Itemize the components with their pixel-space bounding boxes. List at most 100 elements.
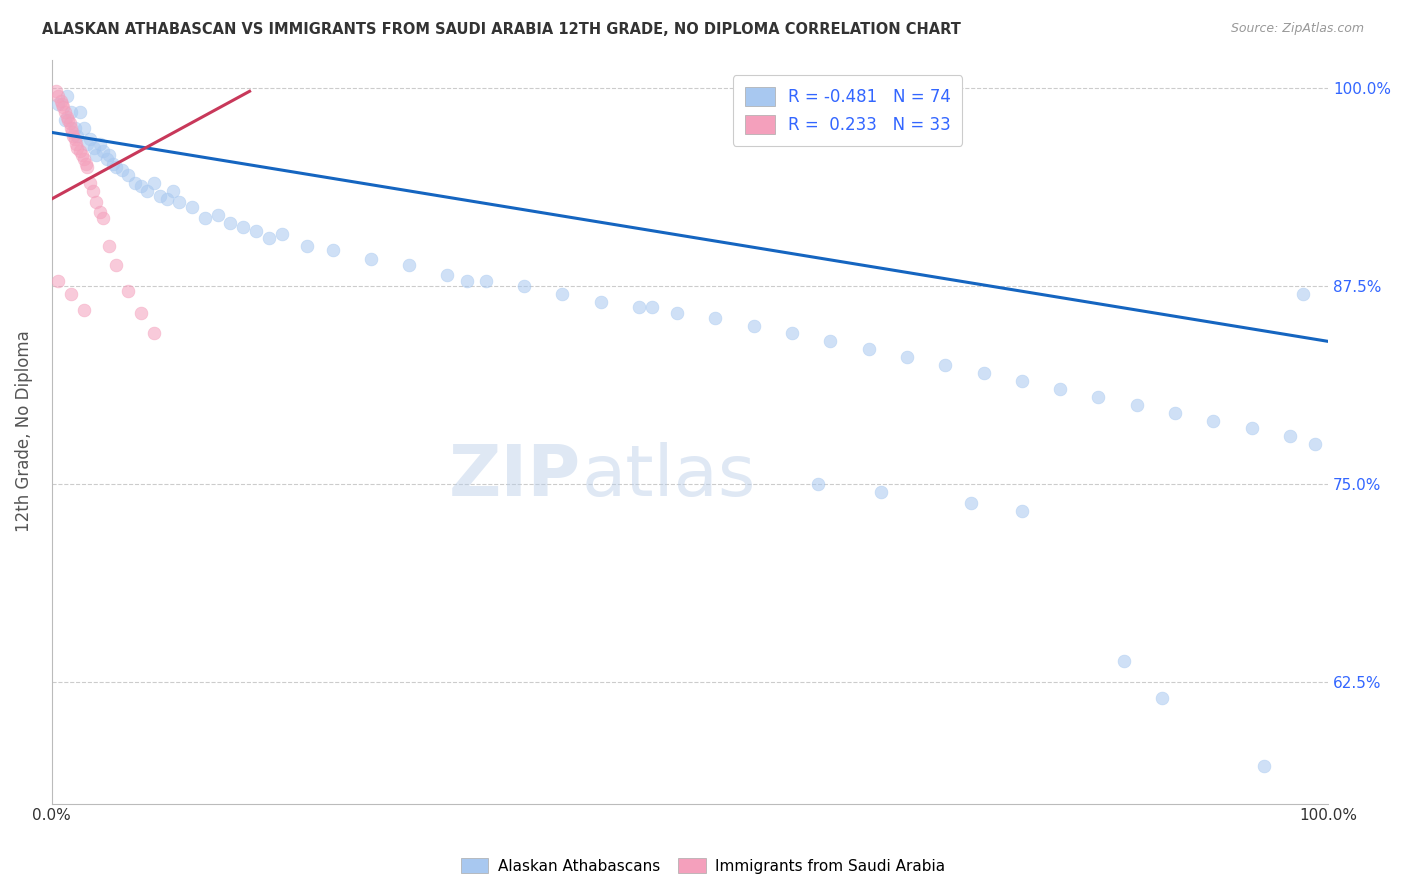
Point <box>1087 390 1109 404</box>
Point <box>973 366 995 380</box>
Point <box>1202 413 1225 427</box>
Point <box>73 120 96 135</box>
Point <box>60 125 83 139</box>
Point <box>53 112 76 127</box>
Point <box>65 136 87 151</box>
Point <box>181 200 204 214</box>
Point <box>79 132 101 146</box>
Point <box>780 326 803 341</box>
Point <box>1011 374 1033 388</box>
Point <box>1278 429 1301 443</box>
Point <box>456 274 478 288</box>
Text: atlas: atlas <box>582 442 756 511</box>
Point <box>76 160 98 174</box>
Point <box>162 184 184 198</box>
Point <box>46 97 69 112</box>
Point <box>58 112 80 127</box>
Point <box>136 184 159 198</box>
Point <box>124 176 146 190</box>
Point <box>83 141 105 155</box>
Point <box>89 136 111 151</box>
Point <box>1011 504 1033 518</box>
Point <box>1253 758 1275 772</box>
Point <box>66 128 89 143</box>
Point <box>1125 398 1147 412</box>
Point <box>1291 286 1313 301</box>
Point <box>56 89 79 103</box>
Point <box>104 259 127 273</box>
Point <box>63 120 86 135</box>
Point <box>436 268 458 282</box>
Point <box>551 286 574 301</box>
Point <box>59 104 82 119</box>
Point <box>73 153 96 167</box>
Point <box>76 136 98 151</box>
Point <box>704 310 727 325</box>
Point <box>156 192 179 206</box>
Text: ALASKAN ATHABASCAN VS IMMIGRANTS FROM SAUDI ARABIA 12TH GRADE, NO DIPLOMA CORREL: ALASKAN ATHABASCAN VS IMMIGRANTS FROM SA… <box>42 22 962 37</box>
Point <box>56 110 79 124</box>
Point <box>117 284 139 298</box>
Point <box>111 163 134 178</box>
Point <box>1240 421 1263 435</box>
Point <box>46 89 69 103</box>
Point <box>858 343 880 357</box>
Point <box>169 195 191 210</box>
Point <box>870 484 893 499</box>
Point <box>59 116 82 130</box>
Point <box>66 141 89 155</box>
Point <box>232 220 254 235</box>
Point <box>142 176 165 190</box>
Point <box>75 157 97 171</box>
Point <box>69 145 91 159</box>
Point <box>82 184 104 198</box>
Point <box>59 120 82 135</box>
Point <box>49 94 72 108</box>
Point <box>129 306 152 320</box>
Point <box>86 147 108 161</box>
Point <box>1305 437 1327 451</box>
Point <box>474 274 496 288</box>
Point <box>91 211 114 225</box>
Point <box>896 350 918 364</box>
Point <box>666 306 689 320</box>
Point <box>45 84 67 98</box>
Point <box>257 231 280 245</box>
Point <box>1049 382 1071 396</box>
Point <box>245 223 267 237</box>
Point <box>98 147 121 161</box>
Point <box>142 326 165 341</box>
Point <box>98 239 121 253</box>
Point <box>73 302 96 317</box>
Point <box>149 188 172 202</box>
Point <box>270 227 292 241</box>
Point <box>104 160 127 174</box>
Legend: Alaskan Athabascans, Immigrants from Saudi Arabia: Alaskan Athabascans, Immigrants from Sau… <box>456 852 950 880</box>
Point <box>51 97 73 112</box>
Point <box>69 104 91 119</box>
Point <box>46 274 69 288</box>
Point <box>62 128 84 143</box>
Point <box>627 300 650 314</box>
Point <box>1164 406 1187 420</box>
Point <box>1112 654 1135 668</box>
Point <box>79 176 101 190</box>
Text: ZIP: ZIP <box>449 442 582 511</box>
Point <box>72 147 94 161</box>
Point <box>96 153 118 167</box>
Point <box>295 239 318 253</box>
Point <box>640 300 662 314</box>
Point <box>117 168 139 182</box>
Point <box>63 132 86 146</box>
Point <box>322 243 344 257</box>
Text: Source: ZipAtlas.com: Source: ZipAtlas.com <box>1230 22 1364 36</box>
Point <box>806 476 828 491</box>
Point <box>91 145 114 159</box>
Point <box>129 179 152 194</box>
Point <box>513 279 536 293</box>
Point <box>59 286 82 301</box>
Point <box>360 252 382 266</box>
Point <box>86 195 108 210</box>
Point <box>589 294 612 309</box>
Point <box>959 496 981 510</box>
